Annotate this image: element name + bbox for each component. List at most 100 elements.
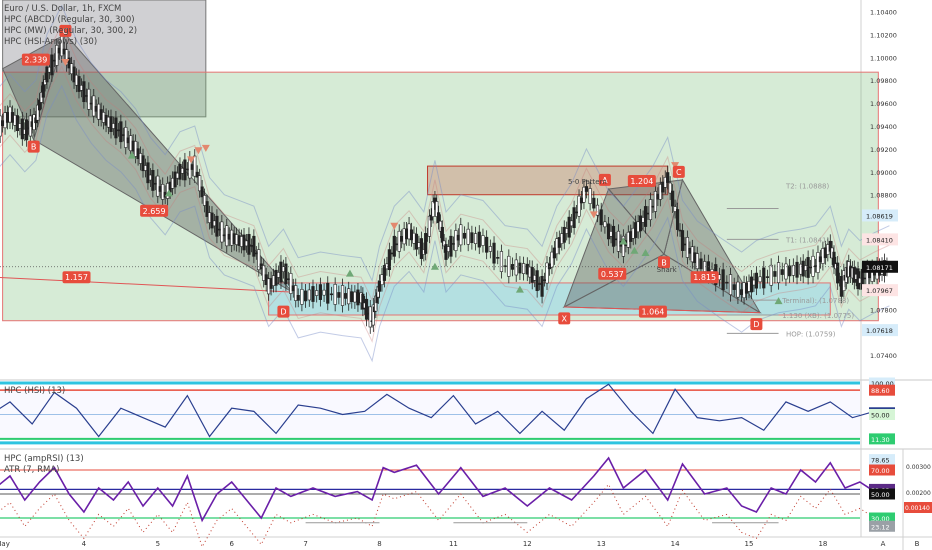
hsi-tag bbox=[869, 377, 895, 389]
amp-tag-label: 23.12 bbox=[871, 523, 890, 531]
candle-body bbox=[45, 66, 49, 83]
candle-body bbox=[545, 262, 549, 284]
pivot-badge bbox=[598, 173, 611, 186]
candle-body bbox=[454, 230, 458, 251]
candle-body bbox=[503, 265, 507, 268]
candle-body bbox=[680, 230, 685, 251]
candle-body bbox=[765, 276, 770, 278]
bearish-arrow bbox=[201, 144, 210, 152]
candle-body bbox=[754, 272, 758, 289]
candle-body bbox=[675, 209, 680, 230]
amp-tag bbox=[869, 488, 895, 500]
x-tick-label: 4 bbox=[82, 540, 87, 548]
candle-body bbox=[572, 207, 576, 229]
pattern-annotation: HOP: (1.0759) bbox=[786, 330, 836, 338]
bearish-arrow bbox=[589, 211, 598, 219]
atr-title[interactable]: ATR (7, RMA) bbox=[4, 465, 60, 475]
upper-mid-band bbox=[0, 24, 890, 302]
y-tick-label: 1.09200 bbox=[870, 146, 897, 154]
pivot-badge bbox=[672, 165, 685, 178]
ratio-badge bbox=[638, 305, 667, 318]
candle-body bbox=[584, 186, 589, 192]
indicator-abcd[interactable]: HPC (ABCD) (Regular, 30, 300) bbox=[4, 15, 135, 25]
indicator-hsi-arrows[interactable]: HPC (HSI-Arrows) (30) bbox=[4, 37, 98, 47]
candle-body bbox=[25, 119, 29, 141]
amp-line bbox=[0, 456, 890, 523]
candle-body bbox=[344, 293, 348, 299]
zone-green-zone bbox=[2, 71, 879, 322]
candle-body bbox=[114, 117, 118, 139]
ratio-label: 2.339 bbox=[24, 56, 47, 65]
pivot-badge bbox=[59, 24, 72, 37]
candle-body bbox=[294, 285, 298, 301]
candle-body bbox=[124, 127, 128, 148]
candle-body bbox=[540, 275, 544, 297]
bearish-arrow bbox=[671, 162, 680, 170]
ratio-badge bbox=[627, 174, 656, 187]
bullish-arrow bbox=[619, 237, 628, 245]
candle-body bbox=[215, 215, 219, 237]
candle-body bbox=[252, 235, 256, 257]
x-tick-label: 18 bbox=[818, 540, 827, 548]
candle-body bbox=[151, 170, 155, 191]
bullish-arrow bbox=[345, 269, 354, 277]
candle-body bbox=[599, 209, 603, 226]
hsi-tag bbox=[869, 433, 895, 445]
candle-body bbox=[762, 267, 766, 289]
main-legend: Euro / U.S. Dollar, 1h, FXCM HPC (ABCD) … bbox=[4, 4, 137, 48]
candle-body bbox=[611, 225, 616, 247]
candle-body bbox=[721, 269, 725, 291]
candle-body bbox=[648, 199, 653, 220]
atr-tick-label: 0.00300 bbox=[906, 464, 931, 471]
candle-body bbox=[653, 191, 657, 212]
candle-body bbox=[72, 66, 76, 83]
candle-body bbox=[828, 240, 832, 252]
candle-body bbox=[588, 188, 592, 204]
pivot-badge bbox=[558, 312, 571, 325]
ratio-label: 1.064 bbox=[641, 308, 664, 317]
candle-body bbox=[414, 233, 419, 250]
amp-tag-label: 70.00 bbox=[871, 467, 890, 475]
atr-dots bbox=[0, 483, 890, 549]
pivot-label: C bbox=[63, 27, 69, 36]
candle-body bbox=[193, 155, 197, 177]
candle-body bbox=[364, 298, 369, 320]
candle-body bbox=[82, 81, 86, 103]
candle-body bbox=[87, 88, 91, 110]
pivot-label: A bbox=[602, 176, 608, 185]
candle-body bbox=[203, 195, 207, 206]
candle-body bbox=[41, 81, 45, 98]
amp-tag bbox=[869, 520, 895, 532]
candle-body bbox=[318, 284, 322, 300]
ratio-label: 0.537 bbox=[601, 270, 624, 279]
candle-body bbox=[671, 190, 675, 207]
amp-title[interactable]: HPC (ampRSI) (13) bbox=[4, 454, 84, 464]
y-tick-label: 1.07800 bbox=[870, 306, 897, 314]
candle-body bbox=[296, 294, 300, 301]
candle-body bbox=[567, 216, 571, 238]
candle-body bbox=[333, 284, 337, 305]
bearish-arrow bbox=[187, 156, 196, 164]
candle-body bbox=[459, 224, 463, 246]
atr-tick-label: 0.00200 bbox=[906, 490, 931, 497]
candle-body bbox=[220, 221, 224, 243]
x-tick-label: 6 bbox=[229, 540, 234, 548]
amp-tag-label: 30.00 bbox=[871, 515, 890, 523]
candle-body bbox=[311, 286, 315, 302]
price-tag-label: 1.08171 bbox=[866, 264, 893, 272]
amp-tag bbox=[869, 512, 895, 524]
candle-body bbox=[315, 290, 319, 296]
candle-body bbox=[300, 289, 304, 305]
candle-body bbox=[429, 214, 433, 221]
y-tick-label: 1.09600 bbox=[870, 100, 897, 108]
bullish-arrow bbox=[774, 297, 783, 305]
candle-body bbox=[603, 221, 607, 228]
hsi-title[interactable]: HPC (HSI) (13) bbox=[4, 386, 66, 396]
candle-body bbox=[37, 99, 42, 111]
price-tag-label: 1.07967 bbox=[866, 287, 893, 295]
candle-body bbox=[198, 175, 202, 192]
candle-body bbox=[368, 306, 372, 328]
indicator-mw[interactable]: HPC (MW) (Regular, 30, 300, 2) bbox=[4, 26, 138, 36]
pivot-label: C bbox=[676, 168, 682, 177]
